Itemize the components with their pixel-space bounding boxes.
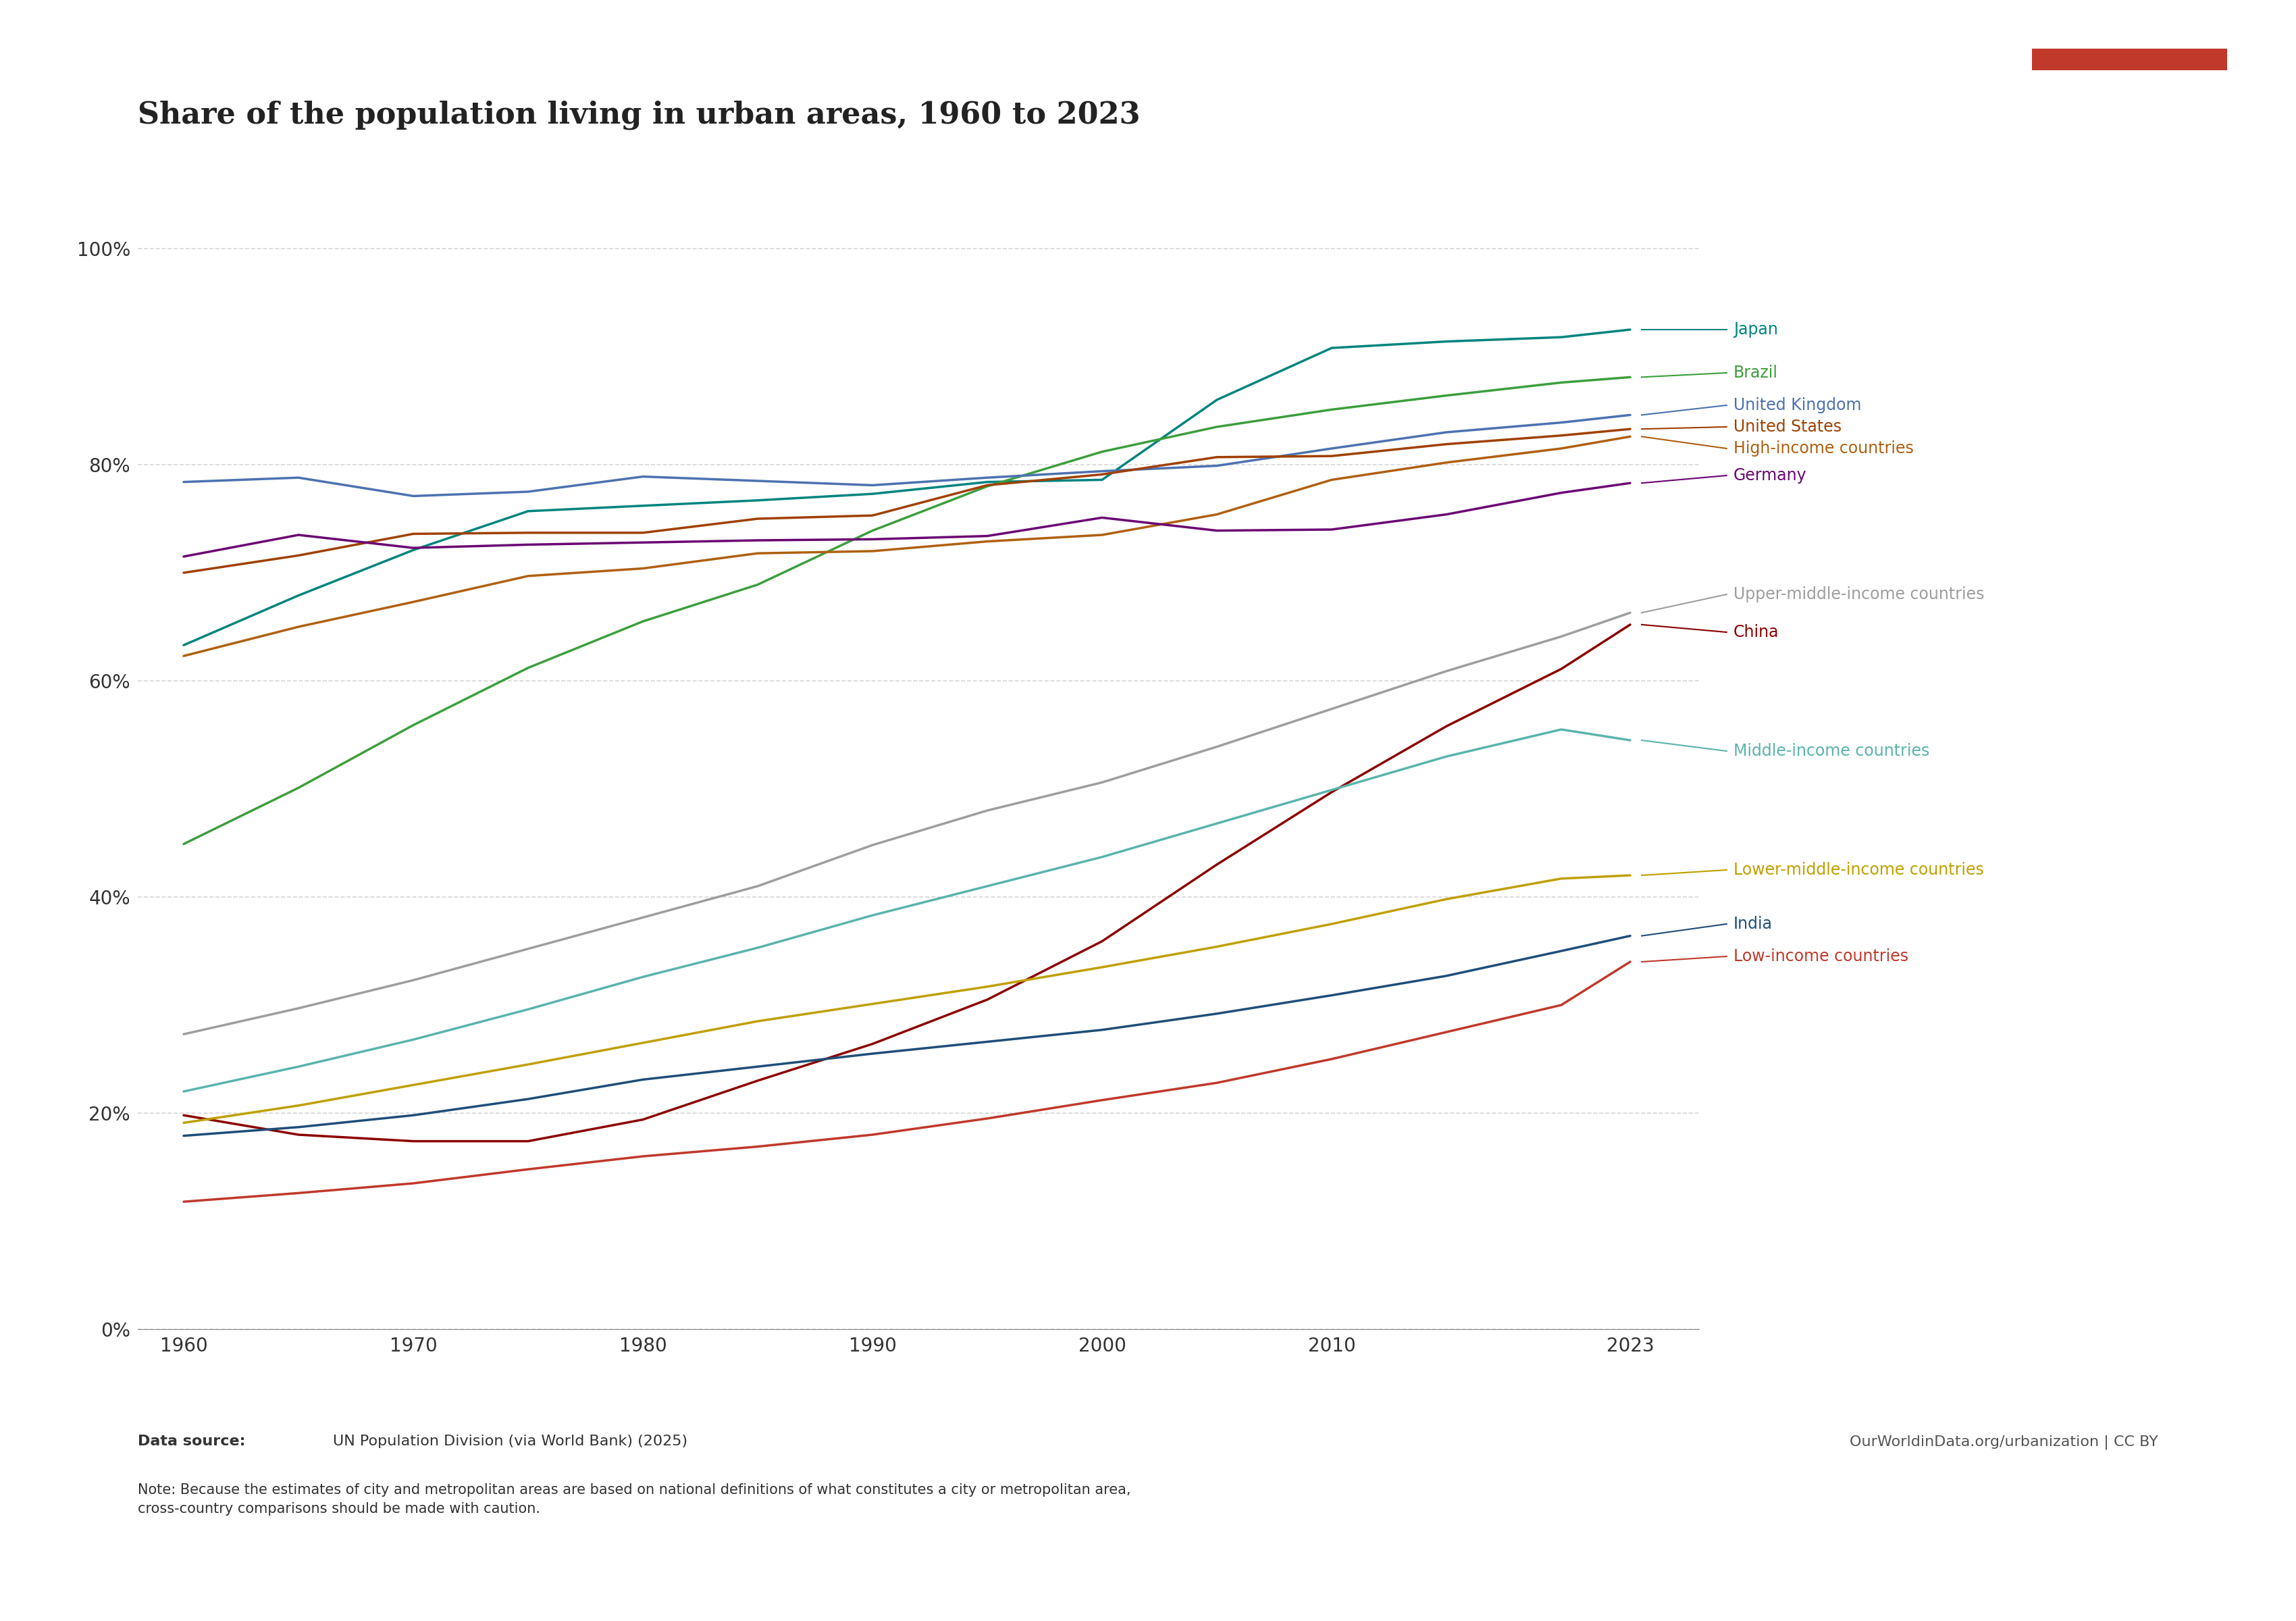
Text: Lower-middle-income countries: Lower-middle-income countries: [1733, 862, 1984, 879]
Text: Our World: Our World: [2094, 94, 2165, 105]
Text: Data source:: Data source:: [138, 1435, 246, 1448]
Text: Upper-middle-income countries: Upper-middle-income countries: [1733, 587, 1984, 603]
Text: Low-income countries: Low-income countries: [1733, 948, 1908, 964]
Text: Share of the population living in urban areas, 1960 to 2023: Share of the population living in urban …: [138, 101, 1141, 130]
Text: in Data: in Data: [2105, 128, 2154, 139]
Bar: [2032, 49, 2227, 70]
Text: China: China: [1733, 624, 1779, 640]
Text: UN Population Division (via World Bank) (2025): UN Population Division (via World Bank) …: [333, 1435, 687, 1448]
Text: India: India: [1733, 916, 1773, 932]
Text: United Kingdom: United Kingdom: [1733, 397, 1862, 413]
Text: Middle-income countries: Middle-income countries: [1733, 742, 1929, 759]
Text: Japan: Japan: [1733, 321, 1777, 337]
Text: Germany: Germany: [1733, 467, 1807, 483]
Text: United States: United States: [1733, 418, 1841, 434]
Text: High-income countries: High-income countries: [1733, 441, 1913, 457]
Text: OurWorldinData.org/urbanization | CC BY: OurWorldinData.org/urbanization | CC BY: [1851, 1435, 2158, 1449]
Text: Note: Because the estimates of city and metropolitan areas are based on national: Note: Because the estimates of city and …: [138, 1483, 1130, 1516]
Text: Brazil: Brazil: [1733, 365, 1777, 381]
